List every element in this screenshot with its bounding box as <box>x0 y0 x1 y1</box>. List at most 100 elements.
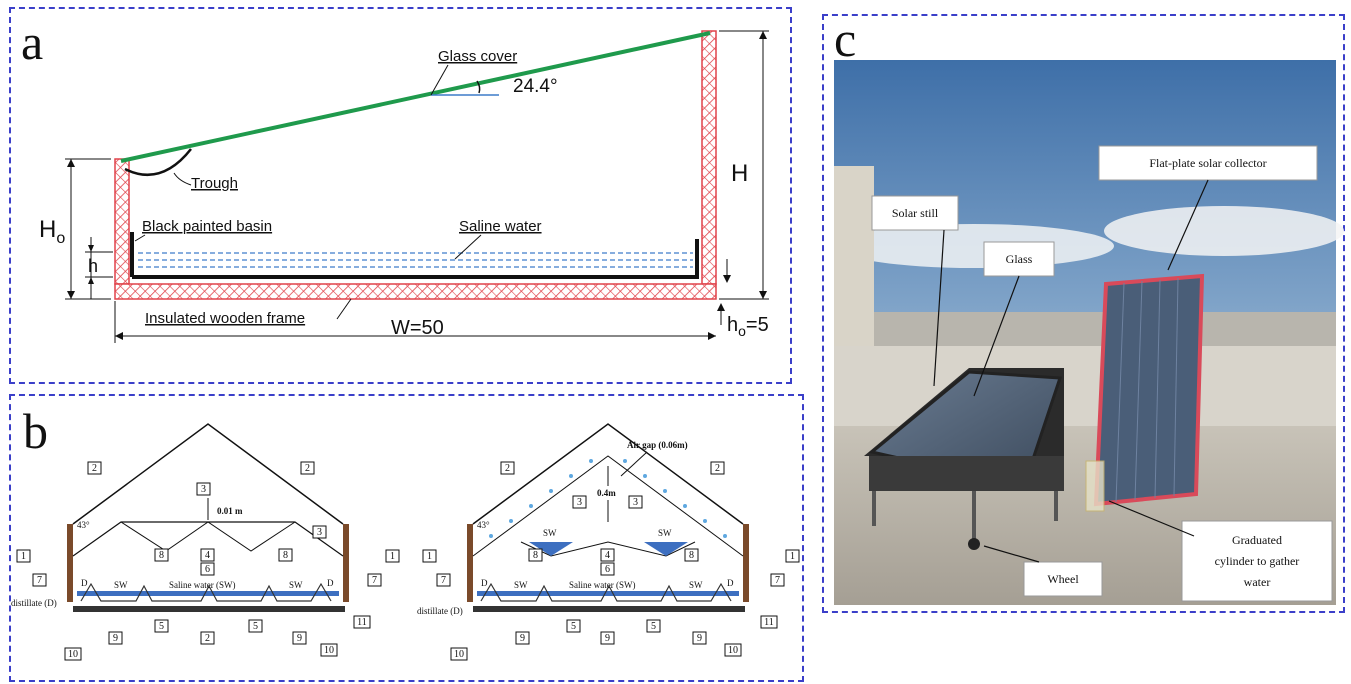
left-still-sw-label-1: SW <box>114 580 128 590</box>
right-still-glass-roof <box>472 423 744 525</box>
saline-water-label: Saline water <box>459 218 542 235</box>
photo-flat-plate-collector <box>1093 273 1205 507</box>
svg-text:3: 3 <box>201 484 206 495</box>
svg-text:5: 5 <box>159 621 164 632</box>
right-still-saline-basin <box>477 591 739 596</box>
photo-wheel <box>968 538 980 550</box>
svg-text:8: 8 <box>159 550 164 561</box>
right-still-right-wall <box>743 524 749 602</box>
black-basin-label: Black painted basin <box>142 218 272 235</box>
left-still-glass-roof <box>72 423 344 525</box>
svg-text:9: 9 <box>605 633 610 644</box>
solar-still-callout-box <box>871 195 959 231</box>
right-still-dimension-label: 0.4m <box>597 488 616 498</box>
left-still-troughs <box>120 521 296 552</box>
panel-b-letter: b <box>23 403 48 459</box>
wheel-callout-label: Wheel <box>1047 572 1079 586</box>
panel-b-diagrams: b 43° 0.01 m Saline water (SW) SW SW D D… <box>11 403 800 661</box>
left-still-dimension-label: 0.01 m <box>217 506 243 516</box>
svg-text:9: 9 <box>297 633 302 644</box>
panel-c: c <box>822 11 1345 613</box>
wheel-leader <box>983 545 1040 563</box>
glass-leader <box>973 275 1020 397</box>
svg-text:8: 8 <box>689 550 694 561</box>
svg-text:11: 11 <box>764 617 774 628</box>
panel-a-letter: a <box>21 14 43 70</box>
trough-label: Trough <box>191 175 238 192</box>
svg-text:10: 10 <box>324 645 334 656</box>
right-still-sw-label-1: SW <box>514 580 528 590</box>
solar-still-leader <box>933 229 945 387</box>
glass-cover <box>120 31 711 163</box>
cylinder-callout-line-1: Graduated <box>1232 533 1282 547</box>
right-still-sw-label-top-2: SW <box>658 528 672 538</box>
svg-text:9: 9 <box>697 633 702 644</box>
photo-city <box>834 312 1336 352</box>
right-still-angle-label: 43° <box>477 520 490 530</box>
svg-text:1: 1 <box>790 551 795 562</box>
svg-text:2: 2 <box>715 463 720 474</box>
right-still-d-label-2: D <box>727 578 734 588</box>
trough <box>124 148 192 177</box>
right-still-number-boxes: 2 2 3 3 8 8 4 6 1 1 7 7 5 5 9 9 9 10 10 … <box>422 461 800 661</box>
svg-text:9: 9 <box>520 633 525 644</box>
svg-text:10: 10 <box>454 649 464 660</box>
panel-a: a Glass cover 24.4° Trough Black painted… <box>9 7 792 384</box>
ho-label: Ho <box>39 216 65 247</box>
svg-text:3: 3 <box>577 497 582 508</box>
panel-a-diagram: a Glass cover 24.4° Trough Black painted… <box>21 14 769 343</box>
panel-c-letter: c <box>834 11 856 67</box>
h-arrow-top <box>88 245 94 252</box>
right-still-saline-label: Saline water (SW) <box>569 580 635 590</box>
wheel-callout-box <box>1023 561 1103 597</box>
cylinder-leader <box>1108 500 1195 537</box>
h-label: h <box>88 256 98 276</box>
svg-text:2: 2 <box>205 633 210 644</box>
right-still-air-gap-label: Air gap (0.06m) <box>627 440 688 450</box>
flat-plate-leader <box>1167 179 1209 271</box>
left-still-fins <box>80 582 332 602</box>
svg-text:1: 1 <box>21 551 26 562</box>
left-still-base <box>73 606 345 612</box>
h-arrow-bottom <box>88 277 94 284</box>
svg-text:9: 9 <box>113 633 118 644</box>
svg-text:6: 6 <box>205 564 210 575</box>
photo-callouts: Flat-plate solar collector Solar still G… <box>871 145 1333 602</box>
svg-text:7: 7 <box>441 575 446 586</box>
left-still-d-label-1: D <box>81 578 88 588</box>
left-still-saline-label: Saline water (SW) <box>169 580 235 590</box>
panel-c-photo: c <box>834 11 1344 605</box>
right-still-left-wall <box>467 524 473 602</box>
W-arrow-left <box>115 332 123 340</box>
insulated-wooden-frame <box>114 283 717 300</box>
svg-text:8: 8 <box>533 550 538 561</box>
svg-text:4: 4 <box>605 550 610 561</box>
cylinder-callout-line-3: water <box>1244 575 1271 589</box>
right-still-trough-water-2 <box>644 542 688 556</box>
angle-arc <box>476 80 481 94</box>
cylinder-callout-box <box>1181 520 1333 602</box>
ho-arrow-bottom <box>67 291 75 299</box>
svg-text:6: 6 <box>605 564 610 575</box>
left-still-left-wall <box>67 524 73 602</box>
right-still-inner-cover <box>472 455 744 557</box>
svg-text:5: 5 <box>253 621 258 632</box>
photo-graduated-cylinder <box>1085 460 1105 512</box>
svg-text:3: 3 <box>633 497 638 508</box>
svg-text:7: 7 <box>372 575 377 586</box>
cylinder-callout-line-2: cylinder to gather <box>1215 554 1300 568</box>
right-still-distillate-label: distillate (D) <box>417 606 463 616</box>
svg-text:1: 1 <box>427 551 432 562</box>
left-still-distillate-label: distillate (D) <box>11 598 57 608</box>
right-still-trough-water-1 <box>529 542 573 556</box>
panel-b: b 43° 0.01 m Saline water (SW) SW SW D D… <box>9 394 804 682</box>
right-still-air-gap-leader <box>620 451 648 477</box>
svg-text:4: 4 <box>205 550 210 561</box>
insulated-frame-leader <box>336 298 352 320</box>
ho-arrow-top <box>67 159 75 167</box>
svg-text:1: 1 <box>390 551 395 562</box>
solar-still-callout-label: Solar still <box>892 206 939 220</box>
glass-cover-leader <box>430 64 449 96</box>
H-arrow-bottom <box>759 291 767 299</box>
right-wall <box>701 30 717 285</box>
